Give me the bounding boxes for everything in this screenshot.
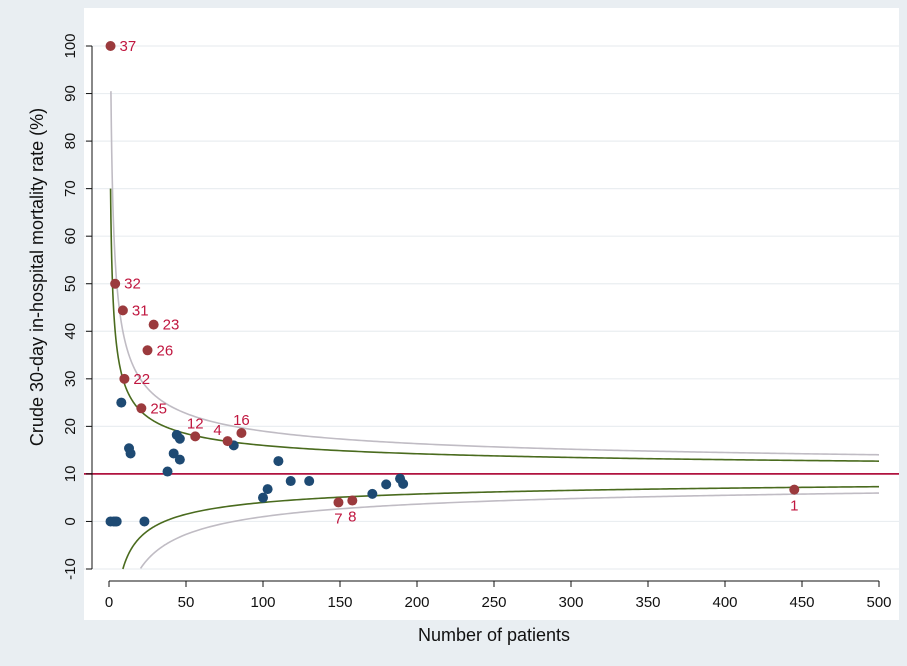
- y-tick-label-2: 10: [62, 466, 79, 483]
- funnel-outer-upper-limit: [110, 91, 880, 456]
- point-label-12: 12: [187, 415, 204, 432]
- y-tick-label-11: 100: [62, 33, 79, 58]
- x-tick-label-5: 250: [481, 594, 506, 611]
- point-label-4: 4: [213, 422, 221, 439]
- data-point-18: [304, 476, 315, 487]
- data-point-22: [398, 478, 409, 489]
- funnel-outer-lower-limit: [139, 492, 880, 569]
- x-tick-label-6: 300: [558, 594, 583, 611]
- data-point-3: [111, 516, 122, 527]
- data-point-9: [168, 448, 179, 459]
- highlighted-point-31: [117, 305, 128, 316]
- x-tick-label-1: 50: [178, 594, 195, 611]
- point-label-1: 1: [790, 498, 798, 515]
- data-point-12: [174, 454, 185, 465]
- point-label-22: 22: [133, 371, 150, 388]
- data-point-16: [273, 456, 284, 467]
- x-tick-label-2: 100: [250, 594, 275, 611]
- highlighted-point-1: [789, 484, 800, 495]
- highlighted-point-25: [136, 403, 147, 414]
- point-label-25: 25: [150, 400, 167, 417]
- x-tick-label-7: 350: [635, 594, 660, 611]
- x-tick-label-8: 400: [712, 594, 737, 611]
- y-tick-label-7: 60: [62, 228, 79, 245]
- data-point-8: [162, 466, 173, 477]
- y-tick-label-8: 70: [62, 180, 79, 197]
- y-tick-label-10: 90: [62, 85, 79, 102]
- highlighted-point-7: [333, 497, 344, 508]
- y-tick-label-1: 0: [62, 517, 79, 525]
- y-tick-label-5: 40: [62, 323, 79, 340]
- x-tick-label-9: 450: [789, 594, 814, 611]
- highlighted-point-23: [148, 319, 159, 330]
- data-point-4: [139, 516, 150, 527]
- data-point-7: [125, 448, 136, 459]
- data-point-15: [262, 484, 273, 495]
- data-point-11: [174, 433, 185, 444]
- point-label-31: 31: [132, 302, 149, 319]
- highlighted-point-16: [236, 428, 247, 439]
- y-tick-label-0: -10: [62, 558, 79, 580]
- highlighted-point-26: [142, 345, 153, 356]
- highlighted-point-22: [119, 373, 130, 384]
- x-tick-label-10: 500: [866, 594, 891, 611]
- point-label-32: 32: [124, 276, 141, 293]
- highlighted-point-8: [347, 495, 358, 506]
- point-label-8: 8: [348, 509, 356, 526]
- point-label-16: 16: [233, 412, 250, 429]
- point-label-37: 37: [120, 38, 137, 55]
- data-point-14: [258, 492, 268, 503]
- point-label-23: 23: [163, 317, 180, 334]
- data-point-17: [285, 476, 296, 487]
- x-tick-label-4: 200: [404, 594, 429, 611]
- funnel-inner-lower-limit: [122, 485, 880, 570]
- x-axis-title: Number of patients: [418, 625, 570, 645]
- highlighted-point-32: [110, 278, 121, 289]
- y-tick-label-4: 30: [62, 370, 79, 387]
- y-tick-label-3: 20: [62, 418, 79, 435]
- x-tick-label-3: 150: [327, 594, 352, 611]
- point-label-7: 7: [334, 510, 342, 527]
- y-tick-label-6: 50: [62, 275, 79, 292]
- funnel-inner-upper-limit: [109, 188, 880, 462]
- y-axis-title: Crude 30-day in-hospital mortality rate …: [27, 108, 47, 446]
- plot-area: [84, 8, 899, 620]
- data-point-20: [381, 479, 392, 490]
- highlighted-point-37: [105, 41, 116, 51]
- data-point-19: [367, 488, 378, 499]
- data-point-5: [116, 397, 127, 408]
- x-tick-label-0: 0: [105, 594, 113, 611]
- y-tick-label-9: 80: [62, 133, 79, 150]
- highlighted-point-4: [222, 436, 233, 447]
- point-label-26: 26: [157, 342, 174, 359]
- highlighted-point-12: [190, 431, 201, 442]
